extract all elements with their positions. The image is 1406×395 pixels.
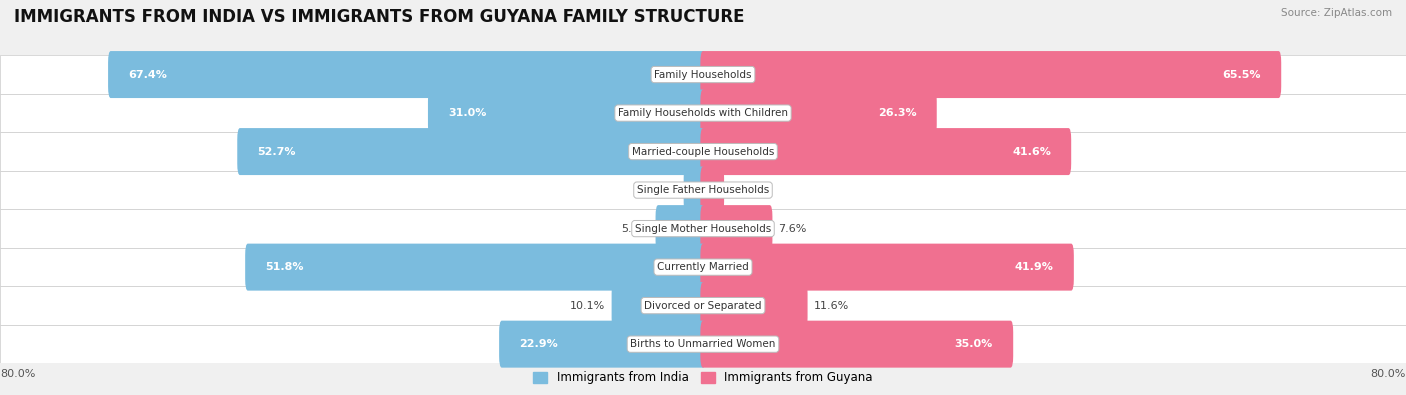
Text: 31.0%: 31.0% [449,108,486,118]
Text: Single Father Households: Single Father Households [637,185,769,195]
FancyBboxPatch shape [0,171,1406,209]
FancyBboxPatch shape [0,94,1406,132]
FancyBboxPatch shape [700,90,936,137]
Text: Family Households with Children: Family Households with Children [619,108,787,118]
Text: Family Households: Family Households [654,70,752,79]
FancyBboxPatch shape [0,248,1406,286]
Text: 52.7%: 52.7% [257,147,297,156]
Legend: Immigrants from India, Immigrants from Guyana: Immigrants from India, Immigrants from G… [529,367,877,389]
FancyBboxPatch shape [700,321,1014,368]
Text: 51.8%: 51.8% [266,262,304,272]
FancyBboxPatch shape [499,321,706,368]
FancyBboxPatch shape [0,55,1406,94]
FancyBboxPatch shape [0,286,1406,325]
Text: Married-couple Households: Married-couple Households [631,147,775,156]
Text: 65.5%: 65.5% [1222,70,1261,79]
FancyBboxPatch shape [700,51,1281,98]
FancyBboxPatch shape [700,282,807,329]
FancyBboxPatch shape [700,128,1071,175]
Text: Births to Unmarried Women: Births to Unmarried Women [630,339,776,349]
Text: 7.6%: 7.6% [779,224,807,233]
Text: 67.4%: 67.4% [128,70,167,79]
FancyBboxPatch shape [427,90,706,137]
Text: 26.3%: 26.3% [877,108,917,118]
Text: 80.0%: 80.0% [0,369,35,379]
FancyBboxPatch shape [0,132,1406,171]
Text: 22.9%: 22.9% [519,339,558,349]
Text: 2.1%: 2.1% [730,185,759,195]
Text: 80.0%: 80.0% [1371,369,1406,379]
FancyBboxPatch shape [655,205,706,252]
Text: 35.0%: 35.0% [955,339,993,349]
FancyBboxPatch shape [612,282,706,329]
Text: Single Mother Households: Single Mother Households [636,224,770,233]
Text: 11.6%: 11.6% [814,301,849,310]
Text: 1.9%: 1.9% [650,185,678,195]
FancyBboxPatch shape [108,51,706,98]
Text: 10.1%: 10.1% [571,301,606,310]
Text: Divorced or Separated: Divorced or Separated [644,301,762,310]
FancyBboxPatch shape [238,128,706,175]
FancyBboxPatch shape [700,167,724,214]
Text: 5.1%: 5.1% [621,224,650,233]
FancyBboxPatch shape [245,244,706,291]
FancyBboxPatch shape [0,325,1406,363]
FancyBboxPatch shape [683,167,706,214]
FancyBboxPatch shape [700,205,772,252]
Text: 41.9%: 41.9% [1015,262,1053,272]
Text: IMMIGRANTS FROM INDIA VS IMMIGRANTS FROM GUYANA FAMILY STRUCTURE: IMMIGRANTS FROM INDIA VS IMMIGRANTS FROM… [14,8,745,26]
Text: Source: ZipAtlas.com: Source: ZipAtlas.com [1281,8,1392,18]
Text: Currently Married: Currently Married [657,262,749,272]
FancyBboxPatch shape [700,244,1074,291]
FancyBboxPatch shape [0,209,1406,248]
Text: 41.6%: 41.6% [1012,147,1052,156]
